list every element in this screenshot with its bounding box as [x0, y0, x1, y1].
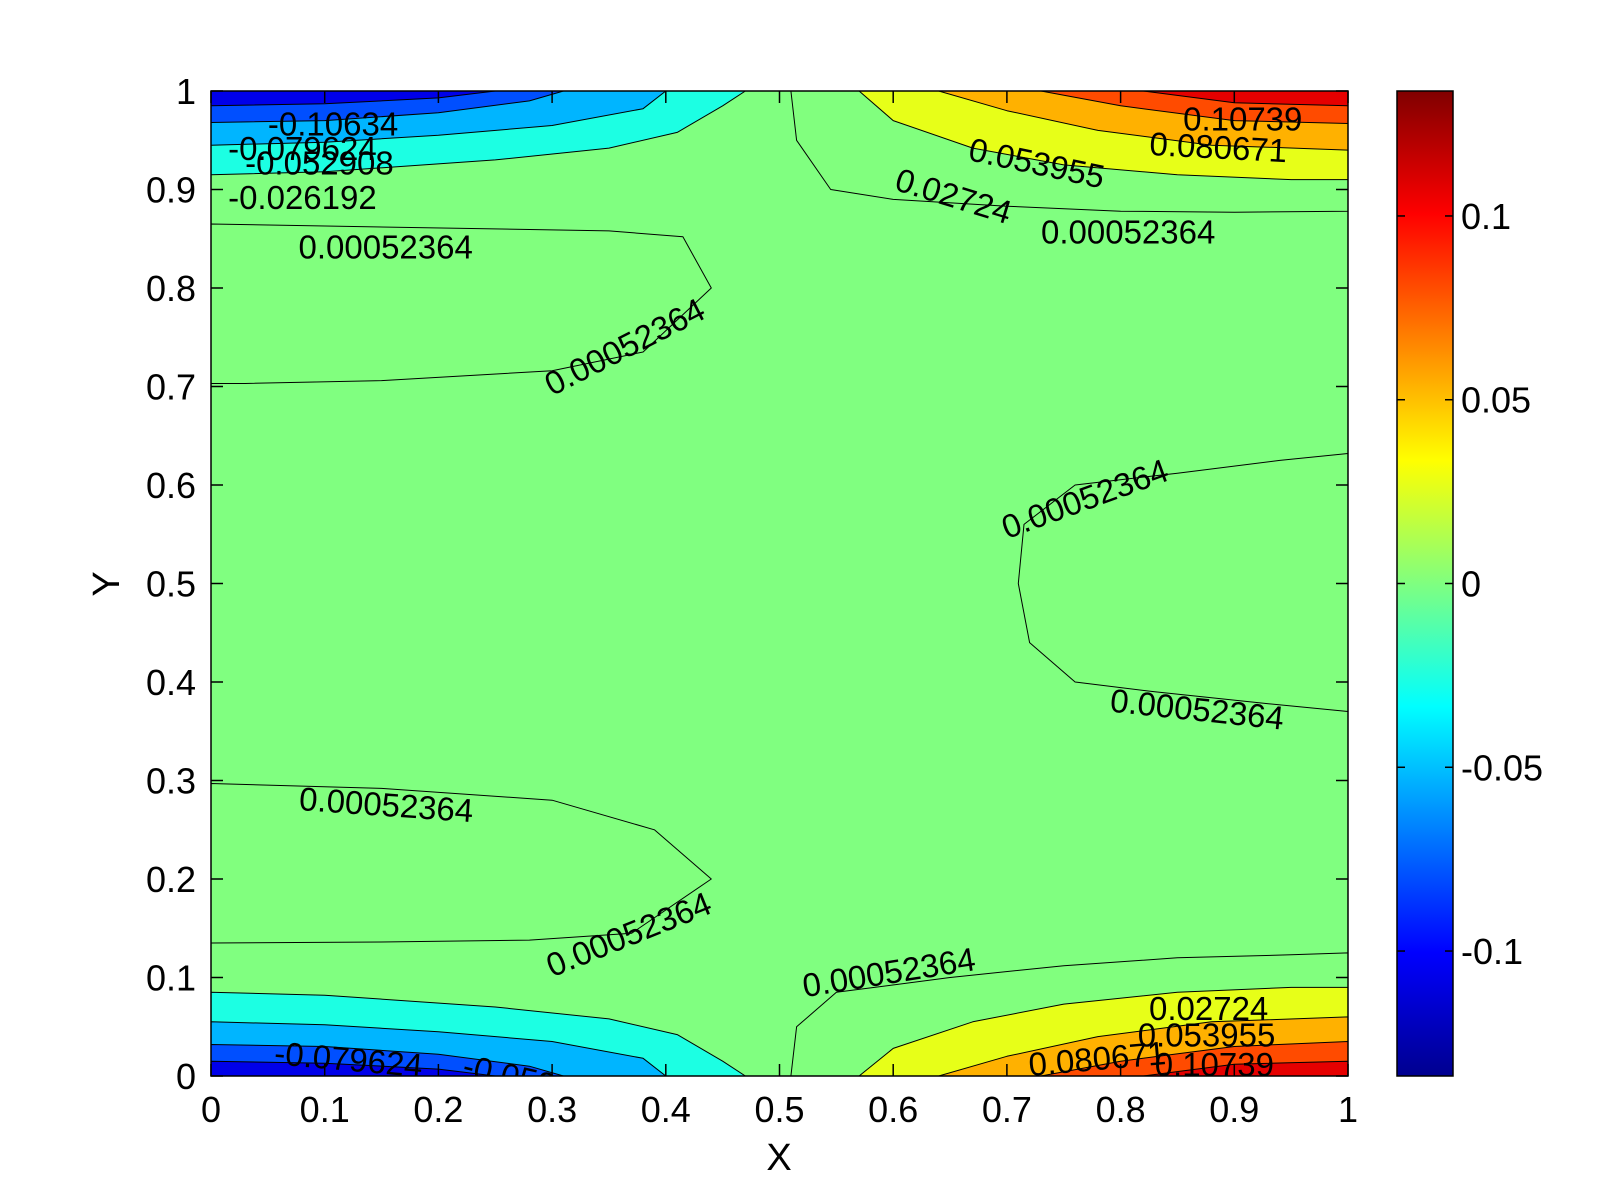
- contour-label: 0.053955: [1138, 1017, 1276, 1054]
- x-tick-label: 0.9: [1209, 1089, 1259, 1130]
- y-tick-label: 0.4: [146, 662, 196, 703]
- contour-region: [1017, 453, 1348, 712]
- x-tick-label: 0.8: [1096, 1089, 1146, 1130]
- colorbar: 0.1 0.05 0 -0.05 -0.1: [1396, 90, 1543, 1077]
- contour-region: [1142, 91, 1348, 107]
- colorbar-tick-label: -0.1: [1461, 931, 1523, 972]
- contour-label: 0.10739: [1183, 100, 1302, 137]
- y-tick-label: 0.2: [146, 859, 196, 900]
- filled-contour-regions: [211, 91, 1348, 1076]
- contour-region: [211, 91, 496, 107]
- contour-label: -0.052908: [245, 145, 394, 182]
- colorbar-tick-label: 0.1: [1461, 196, 1511, 237]
- colorbar-tick-label: 0: [1461, 564, 1481, 605]
- x-tick-label: 1: [1338, 1089, 1358, 1130]
- contour-label: 0.02724: [1149, 990, 1268, 1027]
- contour-label: 0.080671: [1149, 125, 1288, 169]
- contour-label: 0.00052364: [1041, 214, 1215, 251]
- y-tick-label: 0.7: [146, 367, 196, 408]
- contour-label: -0.026192: [228, 179, 377, 216]
- y-tick-label: 0.6: [146, 465, 196, 506]
- contour-region: [1142, 1060, 1348, 1076]
- contour-label: 0.10739: [1155, 1046, 1274, 1083]
- y-axis-label: Y: [86, 571, 128, 596]
- x-tick-label: 0.5: [754, 1089, 804, 1130]
- contour-label: -0.10634: [268, 105, 398, 142]
- contour-label: 0.00052364: [299, 229, 473, 266]
- x-tick-label: 0.2: [413, 1089, 463, 1130]
- x-tick-label: 0.6: [868, 1089, 918, 1130]
- x-tick-label: 0.1: [300, 1089, 350, 1130]
- y-tick-label: 0.1: [146, 958, 196, 999]
- y-tick-label: 0.9: [146, 170, 196, 211]
- y-tick-label: 0.5: [146, 564, 196, 605]
- colorbar-ticks: 0.1 0.05 0 -0.05 -0.1: [1397, 196, 1543, 972]
- x-tick-label: 0.3: [527, 1089, 577, 1130]
- x-tick-label: 0.7: [982, 1089, 1032, 1130]
- y-axis-ticks: 0 0.1 0.2 0.3 0.4 0.5 0.6 0.7 0.8 0.9 1: [146, 71, 1348, 1097]
- contour-region: [211, 1060, 496, 1076]
- x-tick-label: 0: [201, 1089, 221, 1130]
- y-tick-label: 0.8: [146, 268, 196, 309]
- x-tick-label: 0.4: [641, 1089, 691, 1130]
- x-axis-ticks: 0 0.1 0.2 0.3 0.4 0.5 0.6 0.7 0.8 0.9 1: [201, 91, 1358, 1130]
- colorbar-tick-label: -0.05: [1461, 747, 1543, 788]
- colorbar-gradient: [1396, 90, 1454, 1077]
- contour-region: [211, 223, 712, 384]
- y-tick-label: 0.3: [146, 761, 196, 802]
- contour-label: -0.079624: [228, 130, 377, 167]
- y-tick-label: 1: [176, 71, 196, 112]
- y-tick-label: 0: [176, 1056, 196, 1097]
- x-axis-label: X: [766, 1137, 791, 1179]
- colorbar-tick-label: 0.05: [1461, 380, 1531, 421]
- contour-region: [211, 783, 712, 944]
- contour-labels: -0.10634-0.079624-0.052908-0.026192 0.000…: [228, 100, 1302, 1083]
